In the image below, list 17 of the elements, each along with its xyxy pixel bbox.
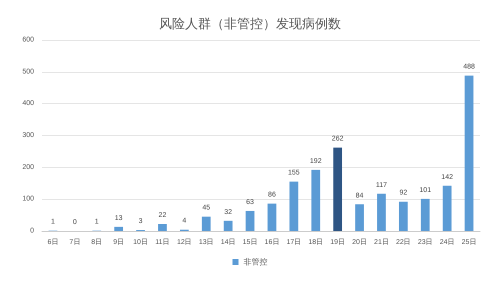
bar <box>398 202 408 231</box>
bar <box>268 204 276 231</box>
bar <box>289 182 298 231</box>
bar <box>442 186 452 231</box>
bar <box>224 220 233 231</box>
bar <box>158 224 167 231</box>
bar <box>114 226 124 231</box>
bar <box>420 198 430 231</box>
bar <box>333 148 342 231</box>
bar <box>246 210 254 231</box>
bar <box>311 170 320 231</box>
chart-title: 风险人群（非管控）发现病例数 <box>159 16 341 31</box>
bar <box>377 194 386 231</box>
bar <box>355 204 364 231</box>
bar <box>464 76 474 231</box>
legend-label: 非管控 <box>244 258 268 266</box>
bar <box>202 216 211 231</box>
